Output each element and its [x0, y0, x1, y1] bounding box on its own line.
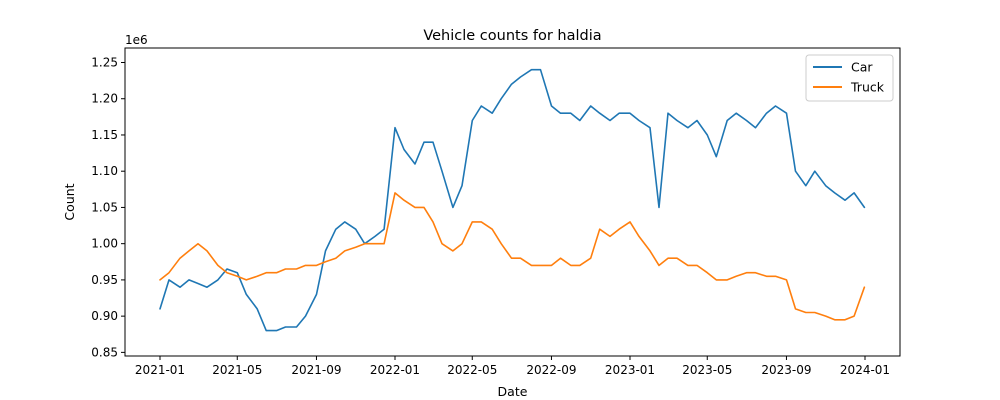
x-tick-label-0: 2021-01	[135, 363, 185, 377]
y-tick-label-2: 0.95	[91, 273, 118, 287]
y-tick-label-0: 0.85	[91, 345, 118, 359]
x-tick-label-8: 2023-09	[761, 363, 811, 377]
y-tick-label-5: 1.10	[91, 164, 118, 178]
series-group	[159, 68, 866, 332]
x-tick-label-1: 2021-05	[212, 363, 262, 377]
x-tick-label-7: 2023-05	[682, 363, 732, 377]
y-axis: 0.85 0.90 0.95 1.00 1.05 1.10 1.15 1.20 1.25	[91, 55, 125, 359]
plot-frame	[124, 47, 901, 357]
series-line-car	[159, 68, 866, 332]
x-tick-label-5: 2022-09	[526, 363, 576, 377]
x-tick-label-6: 2023-01	[605, 363, 655, 377]
y-axis-label: Count	[62, 183, 77, 220]
x-tick-label-3: 2022-01	[370, 363, 420, 377]
chart-title: Vehicle counts for haldia	[423, 28, 601, 44]
x-axis-label: Date	[498, 384, 528, 399]
series-line-truck	[159, 192, 866, 321]
legend-label-truck: Truck	[850, 80, 885, 95]
y-tick-label-4: 1.05	[91, 200, 118, 214]
x-tick-label-9: 2024-01	[840, 363, 890, 377]
y-tick-label-3: 1.00	[91, 237, 118, 251]
x-tick-label-2: 2021-09	[291, 363, 341, 377]
legend-label-car: Car	[851, 60, 873, 75]
y-tick-label-8: 1.25	[91, 55, 118, 69]
y-tick-label-7: 1.20	[91, 92, 118, 106]
legend: Car Truck	[805, 54, 894, 102]
y-tick-label-6: 1.15	[91, 128, 118, 142]
x-axis: 2021-01 2021-05 2021-09 2022-01 2022-05 2022-…	[135, 356, 890, 377]
y-tick-label-1: 0.90	[91, 309, 118, 323]
plot-area	[124, 47, 901, 357]
y-offset-label: 1e6	[125, 33, 148, 47]
x-tick-label-4: 2022-05	[447, 363, 497, 377]
